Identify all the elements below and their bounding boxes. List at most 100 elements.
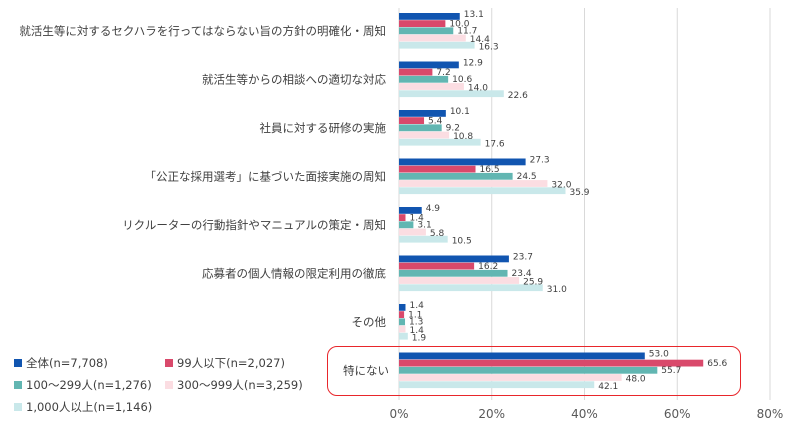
value-label: 31.0 [547,285,567,295]
legend-swatch [14,403,22,411]
bar [399,41,475,49]
legend-item: 99人以下(n=2,027) [165,355,285,371]
bar [399,304,406,311]
value-label: 10.6 [452,75,472,85]
value-label: 14.0 [468,84,488,94]
bar [399,124,442,132]
bar [399,27,454,35]
bar [399,381,595,389]
x-tick-label: 80% [757,407,784,421]
bar [399,172,513,180]
bars [399,13,704,389]
value-label: 1.4 [409,213,424,223]
bar [399,262,475,270]
value-label: 16.2 [478,262,498,272]
legend-label: 99人以下(n=2,027) [177,356,285,370]
value-label: 1.1 [408,310,422,320]
x-tick-label: 60% [664,407,691,421]
bar [399,131,450,139]
value-label: 5.8 [430,229,445,239]
bar [399,75,449,83]
bar [399,158,526,166]
value-label: 11.7 [457,27,477,37]
value-label: 10.5 [452,236,472,246]
category-label: 応募者の個人情報の限定利用の徹底 [202,267,386,281]
bar [399,228,426,236]
value-label: 16.5 [480,165,500,175]
value-label: 1.9 [412,333,427,343]
value-label: 10.0 [449,19,469,29]
bar [399,207,422,214]
bar [399,20,446,27]
value-label: 1.4 [409,301,424,311]
value-label: 12.9 [463,59,483,69]
value-label: 13.1 [464,10,484,20]
value-label: 35.9 [569,188,589,198]
bar [399,13,460,20]
bar [399,332,408,340]
legend-label: 100～299人(n=1,276) [26,378,152,392]
bar [399,269,508,277]
bar [399,110,446,117]
category-label: その他 [352,315,387,329]
category-label: 「公正な採用選考」に基づいた面接実施の周知 [145,170,387,184]
x-tick-label: 40% [571,407,598,421]
value-label: 5.4 [428,116,443,126]
legend-label: 1,000人以上(n=1,146) [26,400,153,414]
bar [399,277,520,284]
value-label: 24.5 [517,172,537,182]
bar [399,180,548,187]
category-label: 就活生等からの相談への適切な対応 [202,73,386,87]
value-label: 23.4 [512,269,532,279]
bar [399,61,459,69]
x-axis-ticks: 0% 20% 40% 60% 80% [389,407,783,421]
bar [399,90,504,98]
bar [399,359,704,367]
value-label: 9.2 [446,124,460,134]
value-label: 65.6 [707,359,727,369]
bar [399,374,622,381]
value-label: 23.7 [513,253,533,263]
value-label: 53.0 [649,350,669,360]
value-label: 7.2 [436,68,450,78]
bar [399,117,425,124]
bar [399,165,476,173]
x-tick-label: 0% [389,407,408,421]
category-label: リクルーターの行動指針やマニュアルの策定・周知 [122,218,386,232]
bar [399,83,464,90]
value-label: 22.6 [508,91,528,101]
legend-label: 300～999人(n=3,259) [177,378,303,392]
bar [399,214,406,221]
legend-swatch [165,359,173,367]
value-label: 14.4 [470,35,490,45]
value-label: 55.7 [661,366,681,376]
value-label: 17.6 [485,139,505,149]
bar [399,325,406,333]
value-labels: 13.110.011.714.416.3 12.9 7.210.614.0 22.6 1… [408,10,727,392]
legend-item: 300～999人(n=3,259) [165,377,303,393]
bar [399,235,448,243]
legend-item: 100～299人(n=1,276) [14,377,152,393]
legend-swatch [165,381,173,389]
bar [399,68,433,76]
bar [399,352,645,360]
legend-label: 全体(n=7,708) [26,356,108,370]
category-label: 特にない [343,364,389,378]
value-label: 10.8 [453,132,473,142]
legend-swatch [14,381,22,389]
x-tick-label: 20% [478,407,505,421]
bar [399,187,566,195]
bar [399,318,406,326]
value-label: 25.9 [523,278,543,288]
value-label: 4.9 [426,204,441,214]
value-label: 3.1 [417,221,431,231]
value-label: 1.3 [409,318,423,328]
category-labels: 就活生等に対するセクハラを行ってはならない旨の方針の明確化・周知就活生等からの相… [19,24,389,378]
legend-item: 全体(n=7,708) [14,355,108,371]
bar [399,284,543,292]
bar [399,255,509,263]
bar [399,311,405,318]
bar [399,34,466,42]
bar [399,138,481,146]
